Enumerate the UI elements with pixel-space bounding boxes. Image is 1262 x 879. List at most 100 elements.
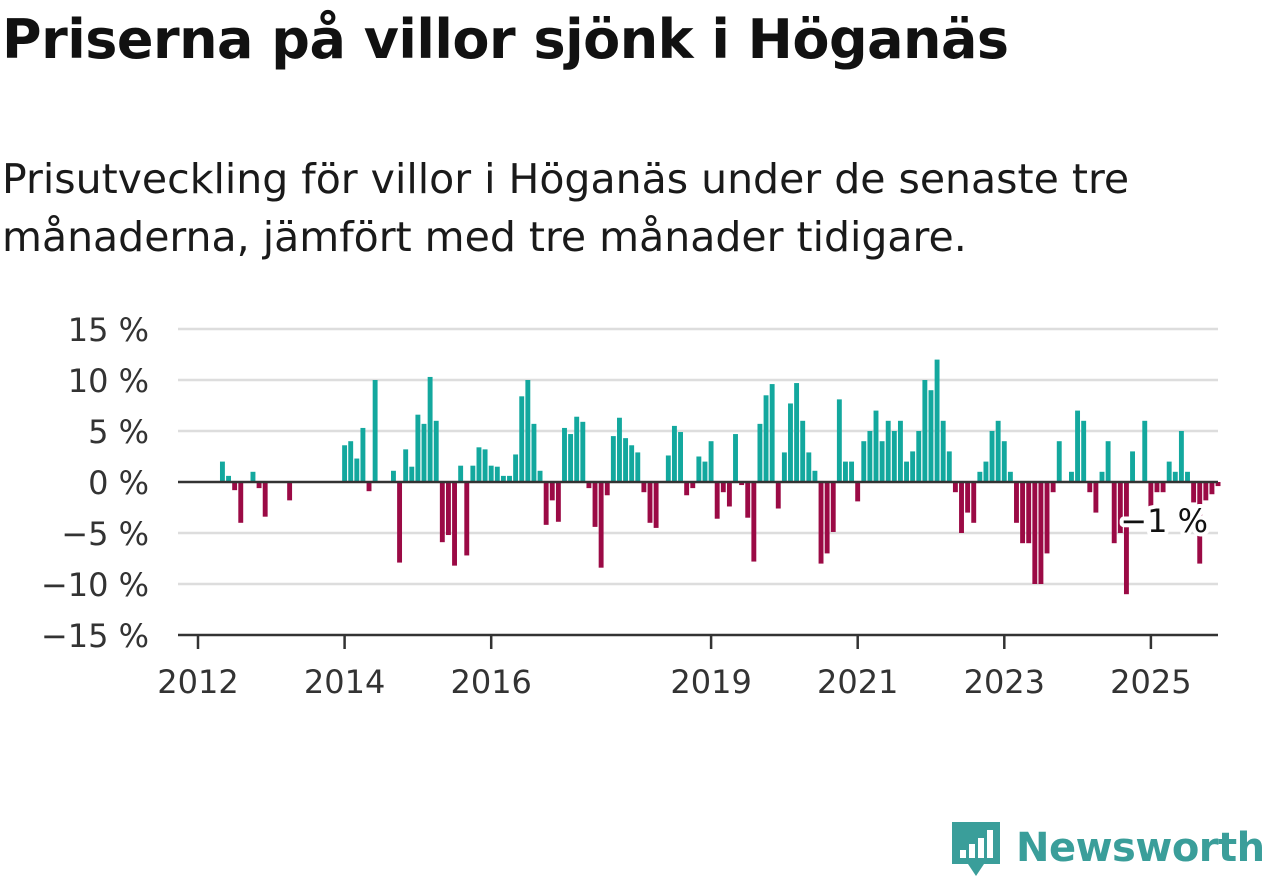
y-tick-label: 5 %: [88, 413, 149, 451]
bar: [1081, 420, 1087, 482]
bar: [873, 410, 879, 482]
bar: [745, 482, 751, 518]
bar: [342, 445, 348, 482]
bar: [684, 482, 690, 496]
bar: [836, 399, 842, 482]
bar: [1093, 482, 1099, 513]
bar: [952, 482, 958, 493]
bar: [1111, 482, 1117, 544]
bar: [391, 470, 396, 482]
bar: [256, 482, 262, 489]
bar: [671, 425, 677, 482]
bar: [1038, 482, 1044, 584]
bar: [525, 380, 531, 482]
y-tick-label: −10 %: [41, 566, 149, 604]
bar: [1166, 461, 1172, 482]
bar: [861, 441, 867, 482]
bar: [733, 434, 738, 482]
bar: [818, 482, 824, 564]
bar: [830, 482, 836, 532]
bar: [885, 420, 891, 482]
bar: [1117, 482, 1123, 533]
bar: [1020, 482, 1026, 544]
x-tick-label: 2021: [817, 663, 898, 701]
bar: [1148, 482, 1154, 513]
bar: [421, 423, 427, 482]
bar: [562, 427, 567, 482]
bar: [714, 482, 720, 519]
bar: [452, 482, 457, 566]
bar: [849, 461, 855, 482]
chart-title: Priserna på villor sjönk i Höganäs: [2, 8, 1009, 71]
y-tick-label: 10 %: [68, 362, 149, 400]
bar: [1075, 410, 1081, 482]
bar: [739, 482, 745, 486]
bar: [983, 461, 989, 482]
bar: [1001, 441, 1007, 482]
bar: [232, 482, 238, 491]
bar: [604, 482, 610, 496]
y-tick-label: −5 %: [61, 515, 149, 553]
bar: [995, 420, 1001, 482]
bar: [586, 482, 592, 489]
latest-value-label: −1 %: [1120, 502, 1208, 540]
bar: [702, 461, 708, 482]
bar: [476, 447, 482, 482]
bar: [360, 427, 366, 482]
bar: [598, 482, 604, 568]
bar: [1203, 482, 1209, 501]
bar: [219, 461, 225, 482]
bar: [781, 452, 787, 482]
newsworthy-logo-icon: [952, 822, 1000, 876]
bar: [751, 482, 757, 562]
bar: [916, 431, 922, 482]
bar: [238, 482, 244, 523]
brand-logo: Newsworthy: [950, 818, 1262, 878]
bar: [977, 471, 983, 482]
bar: [678, 432, 683, 482]
bar: [647, 482, 653, 523]
bar: [574, 416, 580, 482]
bar: [1032, 482, 1038, 584]
bar: [965, 482, 971, 513]
bar: [1185, 471, 1190, 482]
bar: [1056, 441, 1062, 482]
bar: [1154, 482, 1160, 493]
bar: [1130, 451, 1135, 482]
bar: [904, 461, 909, 482]
bar: [354, 458, 360, 482]
bar: [806, 452, 812, 482]
bar: [1160, 482, 1166, 493]
bar: [1197, 482, 1203, 564]
chart-subtitle: Prisutveckling för villor i Höganäs unde…: [2, 155, 1130, 261]
bar: [1123, 482, 1129, 595]
bar: [445, 482, 451, 536]
x-tick-label: 2023: [964, 663, 1045, 701]
bar: [1209, 482, 1215, 495]
brand-name: Newsworthy: [1016, 825, 1262, 871]
bar: [629, 445, 635, 482]
bar: [519, 396, 525, 482]
x-tick-label: 2014: [304, 663, 385, 701]
y-tick-label: 15 %: [68, 311, 149, 349]
bar: [891, 431, 897, 482]
bar: [1172, 471, 1178, 482]
bar: [922, 380, 928, 482]
bar: [372, 380, 378, 482]
bar: [366, 482, 372, 492]
bar: [910, 451, 916, 482]
bar: [427, 376, 433, 482]
bar: [403, 449, 409, 482]
bar: [482, 449, 488, 482]
bar: [696, 456, 702, 482]
bar: [470, 465, 476, 482]
bar-chart: 15 % 10 % 5 % 0 % −5 % −10 % −15 %2012 2014 2016…: [41, 311, 1221, 701]
bar: [458, 465, 464, 482]
bar: [1014, 482, 1019, 523]
bar: [763, 395, 769, 482]
bar: [812, 470, 818, 482]
bar: [1007, 471, 1013, 482]
bar: [507, 475, 512, 482]
bar: [592, 482, 598, 527]
bar: [1050, 482, 1056, 493]
